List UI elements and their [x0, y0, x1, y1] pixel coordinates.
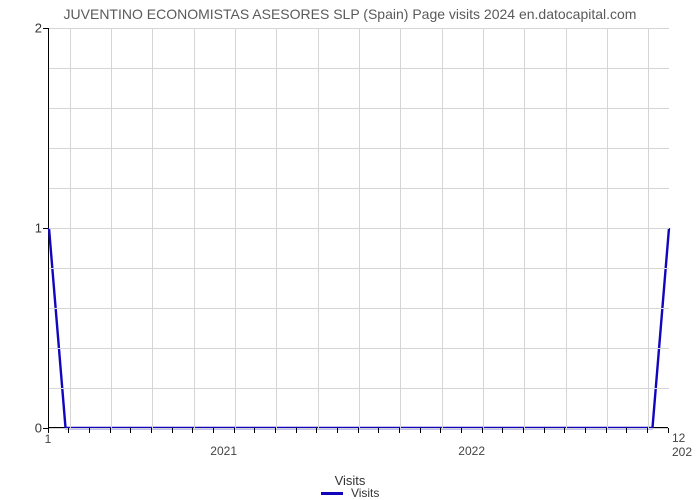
x-end-label-bottom: 202: [672, 445, 692, 459]
x-minor-tick: [420, 428, 421, 433]
x-minor-tick: [89, 428, 90, 433]
gridline-vertical: [276, 28, 277, 428]
x-minor-tick: [564, 428, 565, 433]
legend-label: Visits: [351, 486, 379, 500]
gridline-vertical: [442, 28, 443, 428]
legend-swatch: [321, 492, 343, 495]
gridline-vertical: [400, 28, 401, 428]
gridline-vertical: [194, 28, 195, 428]
y-tick-label: 1: [20, 221, 42, 236]
legend: Visits: [0, 486, 700, 500]
gridline-vertical: [235, 28, 236, 428]
plot-area: [48, 28, 668, 428]
gridline-vertical: [318, 28, 319, 428]
x-minor-tick: [296, 428, 297, 433]
x-minor-tick: [585, 428, 586, 433]
x-minor-tick: [523, 428, 524, 433]
chart-title: JUVENTINO ECONOMISTAS ASESORES SLP (Spai…: [0, 6, 700, 22]
x-minor-tick: [130, 428, 131, 433]
gridline-vertical: [607, 28, 608, 428]
x-minor-tick: [606, 428, 607, 433]
x-minor-tick: [647, 428, 648, 433]
gridline-vertical: [111, 28, 112, 428]
gridline-vertical: [566, 28, 567, 428]
gridline-vertical: [152, 28, 153, 428]
x-minor-tick: [68, 428, 69, 433]
x-minor-tick: [358, 428, 359, 433]
x-minor-tick: [461, 428, 462, 433]
y-major-tick: [43, 28, 48, 29]
x-tick-label: 2021: [210, 444, 237, 458]
x-minor-tick: [192, 428, 193, 433]
gridline-vertical: [483, 28, 484, 428]
x-minor-tick: [626, 428, 627, 433]
x-minor-tick: [213, 428, 214, 433]
gridline-vertical: [70, 28, 71, 428]
gridline-vertical: [648, 28, 649, 428]
x-minor-tick: [151, 428, 152, 433]
x-minor-tick: [316, 428, 317, 433]
chart-container: JUVENTINO ECONOMISTAS ASESORES SLP (Spai…: [0, 0, 700, 500]
x-tick-label: 2022: [458, 444, 485, 458]
y-tick-label: 0: [20, 421, 42, 436]
x-minor-tick: [378, 428, 379, 433]
x-minor-tick: [110, 428, 111, 433]
x-minor-tick: [172, 428, 173, 433]
x-minor-tick: [440, 428, 441, 433]
x-minor-tick: [399, 428, 400, 433]
x-minor-tick: [337, 428, 338, 433]
x-minor-tick: [234, 428, 235, 433]
x-minor-tick: [482, 428, 483, 433]
x-end-label-top: 12: [672, 431, 685, 445]
gridline-vertical: [524, 28, 525, 428]
y-major-tick: [43, 428, 48, 429]
x-minor-tick: [254, 428, 255, 433]
x-minor-tick: [544, 428, 545, 433]
gridline-horizontal: [49, 428, 669, 429]
y-tick-label: 2: [20, 21, 42, 36]
gridline-vertical: [359, 28, 360, 428]
x-minor-tick: [275, 428, 276, 433]
x-minor-tick: [668, 428, 669, 433]
x-start-label: 1: [45, 432, 52, 446]
y-major-tick: [43, 228, 48, 229]
x-minor-tick: [502, 428, 503, 433]
